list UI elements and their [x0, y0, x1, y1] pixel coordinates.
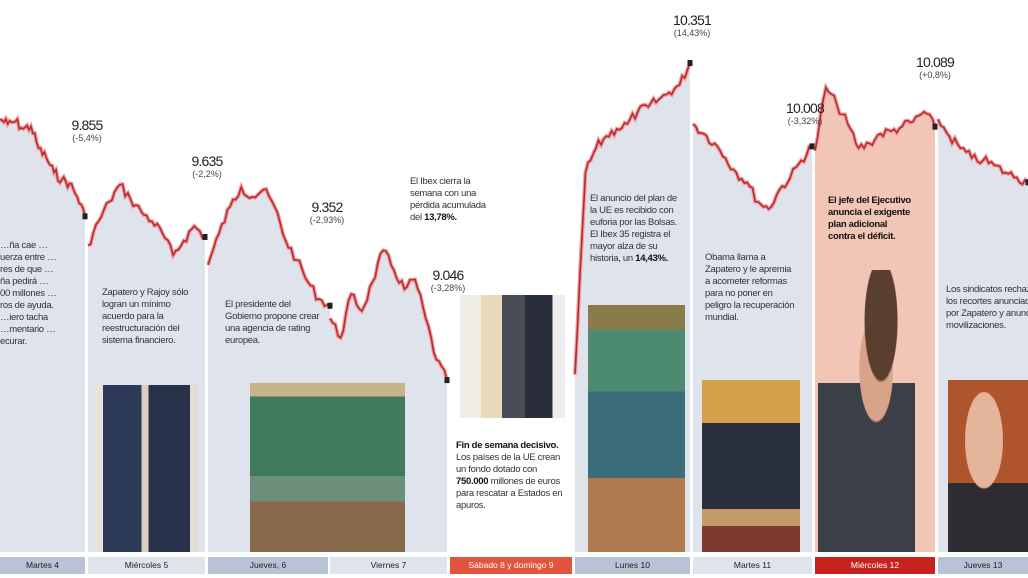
close-point-5 — [687, 60, 693, 66]
series-line-6 — [692, 123, 813, 211]
note-lunes-10: El anuncio del plan de la UE es recibido… — [590, 193, 685, 265]
annotation-change: (14,43%) — [673, 28, 711, 38]
series-line-7 — [814, 85, 936, 151]
close-point-7 — [932, 123, 938, 130]
annotation-9352: 9.352 (-2,93%) — [302, 199, 352, 225]
close-point-1 — [202, 233, 208, 240]
annotation-change: (-3,28%) — [430, 283, 466, 293]
annotation-10008: 10.008 (-3,32%) — [777, 100, 833, 126]
day-label-martes-4: Martes 4 — [0, 557, 85, 574]
day-label-viernes-7: Viernes 7 — [330, 557, 447, 574]
annotation-change: (-2,2%) — [192, 169, 222, 179]
annotation-value: 10.008 — [785, 100, 825, 116]
series-line-5 — [574, 62, 691, 375]
note-sabado: Fin de semana decisivo. Los países de la… — [456, 440, 568, 512]
close-point-6 — [809, 143, 815, 150]
annotation-change: (-2,93%) — [309, 215, 345, 225]
series-line-0 — [0, 117, 86, 217]
annotation-value: 9.352 — [311, 199, 343, 215]
note-highlight: 750.000 — [456, 476, 489, 487]
annotation-value: 10.089 — [915, 54, 955, 70]
note-highlight: 13,78%. — [424, 212, 457, 223]
day-label-lunes-10: Lunes 10 — [575, 557, 690, 574]
photo-zapatero — [818, 270, 915, 552]
close-point-2 — [327, 302, 333, 309]
note-jueves-6: El presidente del Gobierno propone crear… — [225, 299, 320, 346]
note-viernes-7: El Ibex cierra la semana con una pérdida… — [410, 176, 495, 224]
note-martes-11: Obama llama a Zapatero y le apremia a ac… — [705, 252, 795, 323]
annotation-change: (-5,4%) — [72, 133, 102, 143]
photo-eu-leaders — [460, 295, 565, 418]
series-line-8 — [937, 118, 1028, 186]
annotation-value: 9.855 — [71, 117, 103, 133]
note-text: millones de euros para rescatar a Estado… — [456, 476, 563, 511]
annotation-value: 9.635 — [191, 153, 223, 169]
note-highlight: 14,43%. — [635, 253, 668, 264]
annotation-9855: 9.855 (-5,4%) — [62, 117, 112, 143]
annotation-10351: 10.351 (14,43%) — [664, 12, 720, 38]
note-text: El Ibex cierra la semana con una pérdida… — [410, 176, 486, 223]
day-label-miercoles-12: Miércoles 12 — [815, 557, 935, 574]
close-point-8 — [1025, 179, 1028, 186]
day-label-miercoles-5: Miércoles 5 — [88, 557, 205, 574]
day-label-jueves-6: Jueves, 6 — [208, 557, 328, 574]
annotation-value: 9.046 — [432, 267, 464, 283]
note-miercoles-5: Zapatero y Rajoy sólo logran un mínimo a… — [102, 287, 189, 346]
note-text: Los países de la UE crean un fondo dotad… — [456, 452, 560, 475]
day-label-jueves-13: Jueves 13 — [938, 557, 1028, 574]
annotation-10089: 10.089 (+0,8%) — [907, 54, 963, 80]
photo-obama — [702, 380, 800, 552]
series-line-3 — [329, 249, 448, 381]
annotation-9635: 9.635 (-2,2%) — [182, 153, 232, 179]
annotation-9046: 9.046 (-3,28%) — [423, 267, 473, 293]
day-area-0 — [0, 118, 85, 553]
note-highlight: El jefe del Ejecutivo anuncia el exigent… — [828, 195, 911, 242]
note-text: El anuncio del plan de la UE es recibido… — [590, 193, 678, 264]
series-line-2 — [207, 184, 331, 308]
photo-zapatero-rajoy — [95, 385, 198, 552]
annotation-value: 10.351 — [672, 12, 712, 28]
day-label-sabado-domingo: Sábado 8 y domingo 9 — [450, 557, 572, 574]
day-label-martes-11: Martes 11 — [693, 557, 812, 574]
note-title: Fin de semana decisivo. — [456, 440, 559, 451]
close-point-3 — [444, 377, 450, 384]
photo-union-leader — [948, 380, 1028, 552]
note-miercoles-12: El jefe del Ejecutivo anuncia el exigent… — [828, 195, 913, 243]
annotation-change: (+0,8%) — [919, 70, 951, 80]
note-martes-4: …ña cae …uerza entre …res de que …ña ped… — [0, 240, 57, 347]
annotation-change: (-3,32%) — [787, 116, 823, 126]
close-point-0 — [82, 213, 88, 220]
photo-trading-floor — [588, 305, 685, 552]
series-line-1 — [87, 183, 206, 258]
note-jueves-13: Los sindicatos rechazan los recortes anu… — [946, 284, 1028, 331]
photo-stock-exchange — [250, 383, 405, 552]
